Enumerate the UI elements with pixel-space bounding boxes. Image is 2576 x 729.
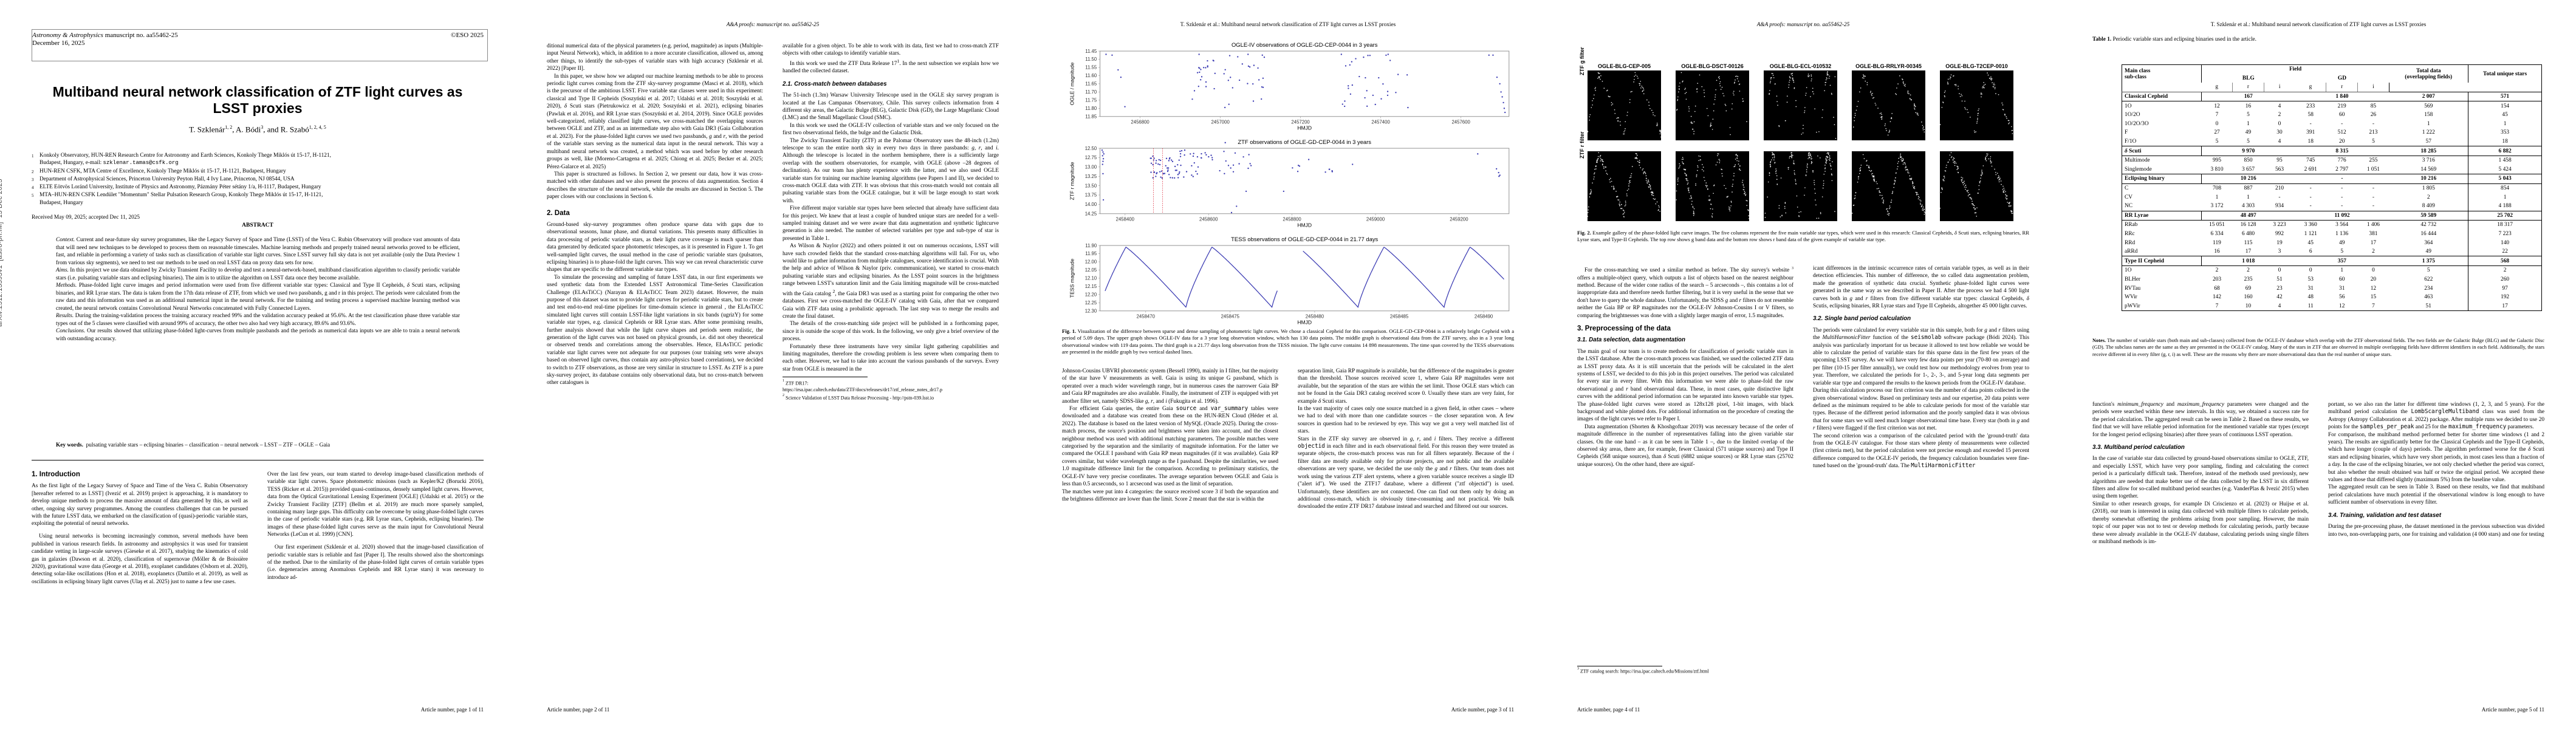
svg-text:2458400: 2458400 bbox=[1116, 216, 1135, 222]
svg-text:11.45: 11.45 bbox=[1085, 49, 1097, 54]
svg-text:2457200: 2457200 bbox=[1291, 119, 1310, 125]
svg-text:2458480: 2458480 bbox=[1306, 313, 1324, 319]
svg-text:13.25: 13.25 bbox=[1085, 174, 1097, 179]
svg-text:11.95: 11.95 bbox=[1085, 251, 1097, 256]
svg-text:2458470: 2458470 bbox=[1137, 313, 1156, 319]
svg-text:12.30: 12.30 bbox=[1085, 308, 1097, 313]
svg-text:11.85: 11.85 bbox=[1085, 114, 1097, 119]
svg-text:2457000: 2457000 bbox=[1211, 119, 1230, 125]
svg-text:TESS observations of OGLE-GD-C: TESS observations of OGLE-GD-CEP-0044 in… bbox=[1231, 236, 1378, 242]
svg-text:ZTF observations of OGLE-GD-CE: ZTF observations of OGLE-GD-CEP-0044 in … bbox=[1238, 139, 1371, 145]
svg-text:HMJD: HMJD bbox=[1297, 125, 1312, 130]
svg-text:13.75: 13.75 bbox=[1085, 193, 1097, 198]
svg-text:12.20: 12.20 bbox=[1085, 292, 1097, 298]
svg-text:HMJD: HMJD bbox=[1297, 319, 1312, 324]
svg-text:2456800: 2456800 bbox=[1131, 119, 1149, 125]
svg-text:12.50: 12.50 bbox=[1085, 146, 1097, 151]
svg-text:12.05: 12.05 bbox=[1085, 267, 1097, 273]
svg-text:2459000: 2459000 bbox=[1366, 216, 1385, 222]
svg-text:11.70: 11.70 bbox=[1085, 89, 1097, 95]
svg-text:11.80: 11.80 bbox=[1085, 106, 1097, 111]
svg-text:14.25: 14.25 bbox=[1085, 211, 1097, 216]
svg-text:11.90: 11.90 bbox=[1085, 243, 1097, 248]
svg-text:13.00: 13.00 bbox=[1085, 165, 1097, 170]
svg-text:2459200: 2459200 bbox=[1450, 216, 1468, 222]
svg-text:11.75: 11.75 bbox=[1085, 98, 1097, 103]
svg-text:11.55: 11.55 bbox=[1085, 65, 1097, 70]
svg-text:12.25: 12.25 bbox=[1085, 300, 1097, 306]
svg-text:OGLE-IV observations of OGLE-G: OGLE-IV observations of OGLE-GD-CEP-0044… bbox=[1231, 41, 1378, 48]
svg-text:14.00: 14.00 bbox=[1085, 202, 1097, 207]
svg-text:2458600: 2458600 bbox=[1199, 216, 1218, 222]
svg-text:HMJD: HMJD bbox=[1297, 222, 1312, 227]
svg-text:2458485: 2458485 bbox=[1390, 313, 1409, 319]
svg-text:11.65: 11.65 bbox=[1085, 81, 1097, 87]
svg-text:OGLE / magnitude: OGLE / magnitude bbox=[1069, 62, 1075, 105]
svg-text:12.00: 12.00 bbox=[1085, 259, 1097, 265]
svg-text:2458800: 2458800 bbox=[1283, 216, 1301, 222]
svg-text:12.10: 12.10 bbox=[1085, 276, 1097, 281]
svg-text:11.60: 11.60 bbox=[1085, 73, 1097, 78]
svg-text:2458475: 2458475 bbox=[1221, 313, 1240, 319]
svg-text:TESS magnitude: TESS magnitude bbox=[1069, 258, 1075, 298]
svg-text:12.75: 12.75 bbox=[1085, 155, 1097, 160]
svg-text:12.15: 12.15 bbox=[1085, 284, 1097, 289]
svg-text:ZTF r magnitude: ZTF r magnitude bbox=[1069, 162, 1075, 200]
svg-text:2457600: 2457600 bbox=[1451, 119, 1470, 125]
svg-text:13.50: 13.50 bbox=[1085, 183, 1097, 188]
svg-text:11.50: 11.50 bbox=[1085, 56, 1097, 62]
svg-text:2458490: 2458490 bbox=[1475, 313, 1493, 319]
svg-text:2457400: 2457400 bbox=[1371, 119, 1390, 125]
